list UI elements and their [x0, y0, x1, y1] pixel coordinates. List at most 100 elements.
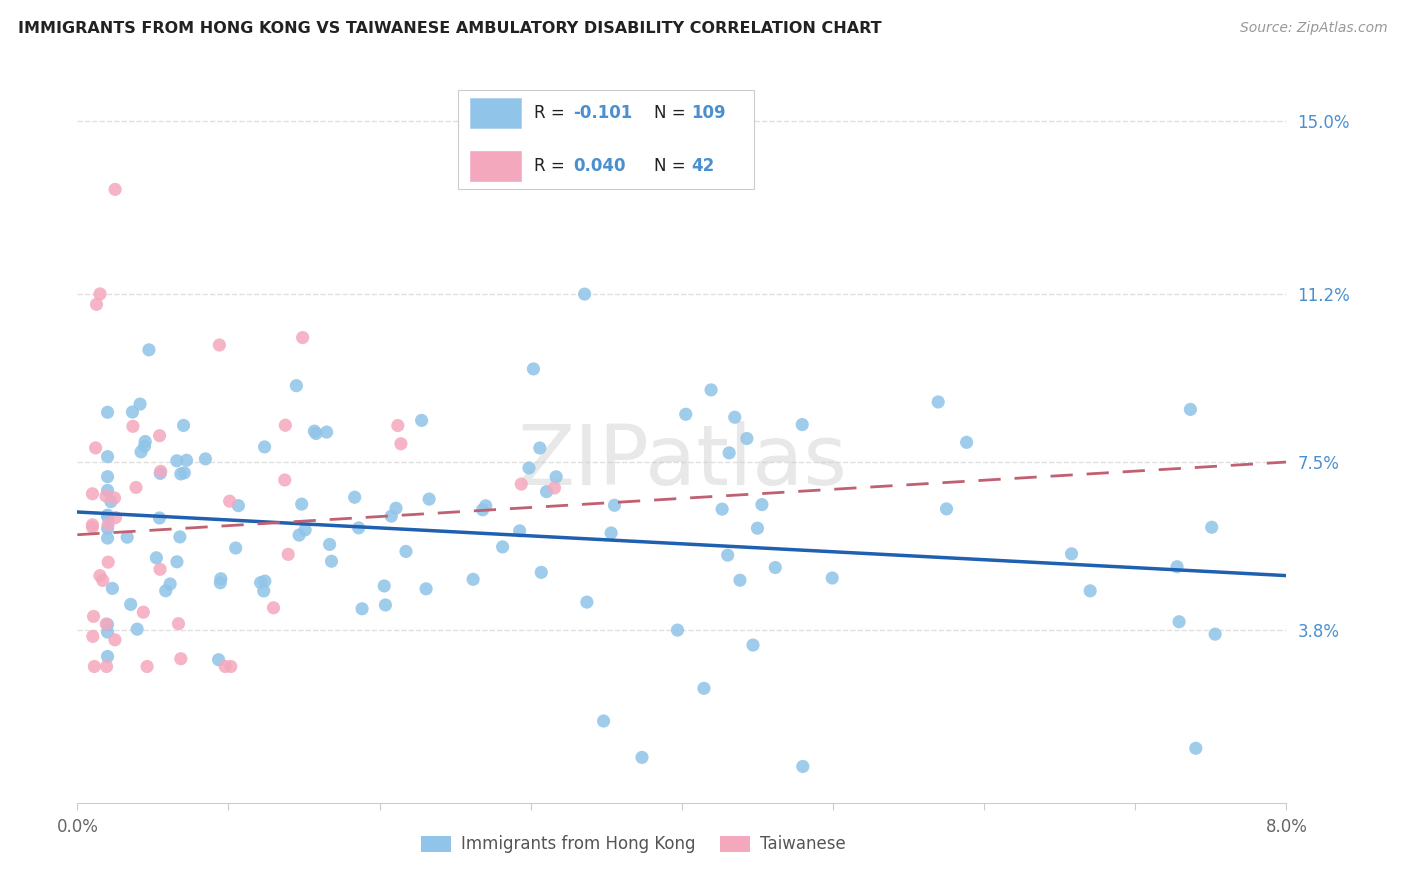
Point — [592, 714, 614, 728]
Text: 109: 109 — [692, 103, 727, 122]
Point — [274, 473, 297, 487]
Point — [104, 510, 127, 524]
Point — [225, 541, 247, 555]
Point — [315, 425, 337, 439]
Point — [1166, 559, 1188, 574]
FancyBboxPatch shape — [470, 97, 522, 128]
Point — [134, 434, 156, 449]
Point — [821, 571, 844, 585]
Text: 0.040: 0.040 — [574, 157, 626, 175]
Point — [304, 424, 326, 438]
Point — [149, 467, 172, 481]
Point — [149, 428, 172, 442]
Point — [125, 480, 148, 494]
Point — [173, 466, 195, 480]
Point — [474, 499, 496, 513]
Text: 42: 42 — [692, 157, 714, 175]
Point — [385, 501, 408, 516]
Point — [96, 625, 118, 640]
Point — [96, 521, 118, 535]
FancyBboxPatch shape — [470, 151, 522, 181]
Point — [288, 528, 311, 542]
Point — [347, 521, 370, 535]
Point — [374, 598, 396, 612]
Point — [89, 286, 111, 301]
Point — [136, 659, 159, 673]
Point — [166, 555, 188, 569]
Text: R =: R = — [534, 157, 565, 175]
Point — [145, 550, 167, 565]
Point — [253, 574, 276, 588]
Point — [792, 759, 814, 773]
Point — [120, 598, 142, 612]
Point — [546, 470, 568, 484]
Point — [693, 681, 716, 696]
Point — [122, 419, 145, 434]
Point — [1060, 547, 1083, 561]
Point — [149, 464, 172, 478]
Point — [277, 547, 299, 561]
Point — [82, 517, 104, 532]
Point — [83, 609, 105, 624]
Point — [1180, 402, 1202, 417]
Point — [103, 491, 125, 505]
Point — [218, 494, 240, 508]
Point — [735, 432, 758, 446]
Point — [132, 605, 155, 619]
Point — [728, 573, 751, 587]
Point — [509, 524, 531, 538]
Point — [96, 531, 118, 545]
Point — [491, 540, 513, 554]
Point — [82, 487, 104, 501]
Point — [711, 502, 734, 516]
Point — [274, 418, 297, 433]
Point — [86, 297, 108, 311]
Point — [575, 595, 598, 609]
Text: Source: ZipAtlas.com: Source: ZipAtlas.com — [1240, 21, 1388, 35]
Point — [380, 509, 402, 524]
Point — [166, 454, 188, 468]
Point — [100, 494, 122, 508]
Point — [717, 548, 740, 562]
Point — [169, 530, 191, 544]
FancyBboxPatch shape — [458, 90, 755, 188]
Point — [96, 617, 118, 632]
Point — [305, 426, 328, 441]
Point — [134, 439, 156, 453]
Point — [666, 623, 689, 637]
Point — [129, 445, 152, 459]
Point — [718, 446, 741, 460]
Point — [214, 659, 236, 673]
Text: ZIPatlas: ZIPatlas — [517, 421, 846, 501]
Point — [529, 441, 551, 455]
Point — [1185, 741, 1208, 756]
Point — [170, 652, 193, 666]
Point — [631, 750, 654, 764]
Point — [96, 483, 118, 498]
Point — [219, 659, 242, 673]
Point — [173, 418, 195, 433]
Point — [395, 544, 418, 558]
Point — [700, 383, 723, 397]
Point — [763, 560, 786, 574]
Point — [343, 490, 366, 504]
Point — [389, 436, 412, 450]
Point — [510, 477, 533, 491]
Point — [121, 405, 143, 419]
Point — [82, 629, 104, 643]
Point — [94, 489, 117, 503]
Point — [955, 435, 977, 450]
Point — [129, 397, 152, 411]
Point — [603, 498, 626, 512]
Text: N =: N = — [654, 157, 686, 175]
Point — [170, 467, 193, 481]
Point — [167, 616, 190, 631]
Point — [927, 395, 949, 409]
Point — [792, 417, 814, 432]
Point — [543, 481, 565, 495]
Point — [97, 555, 120, 569]
Point — [209, 572, 232, 586]
Point — [285, 378, 308, 392]
Point — [207, 653, 229, 667]
Point — [600, 525, 623, 540]
